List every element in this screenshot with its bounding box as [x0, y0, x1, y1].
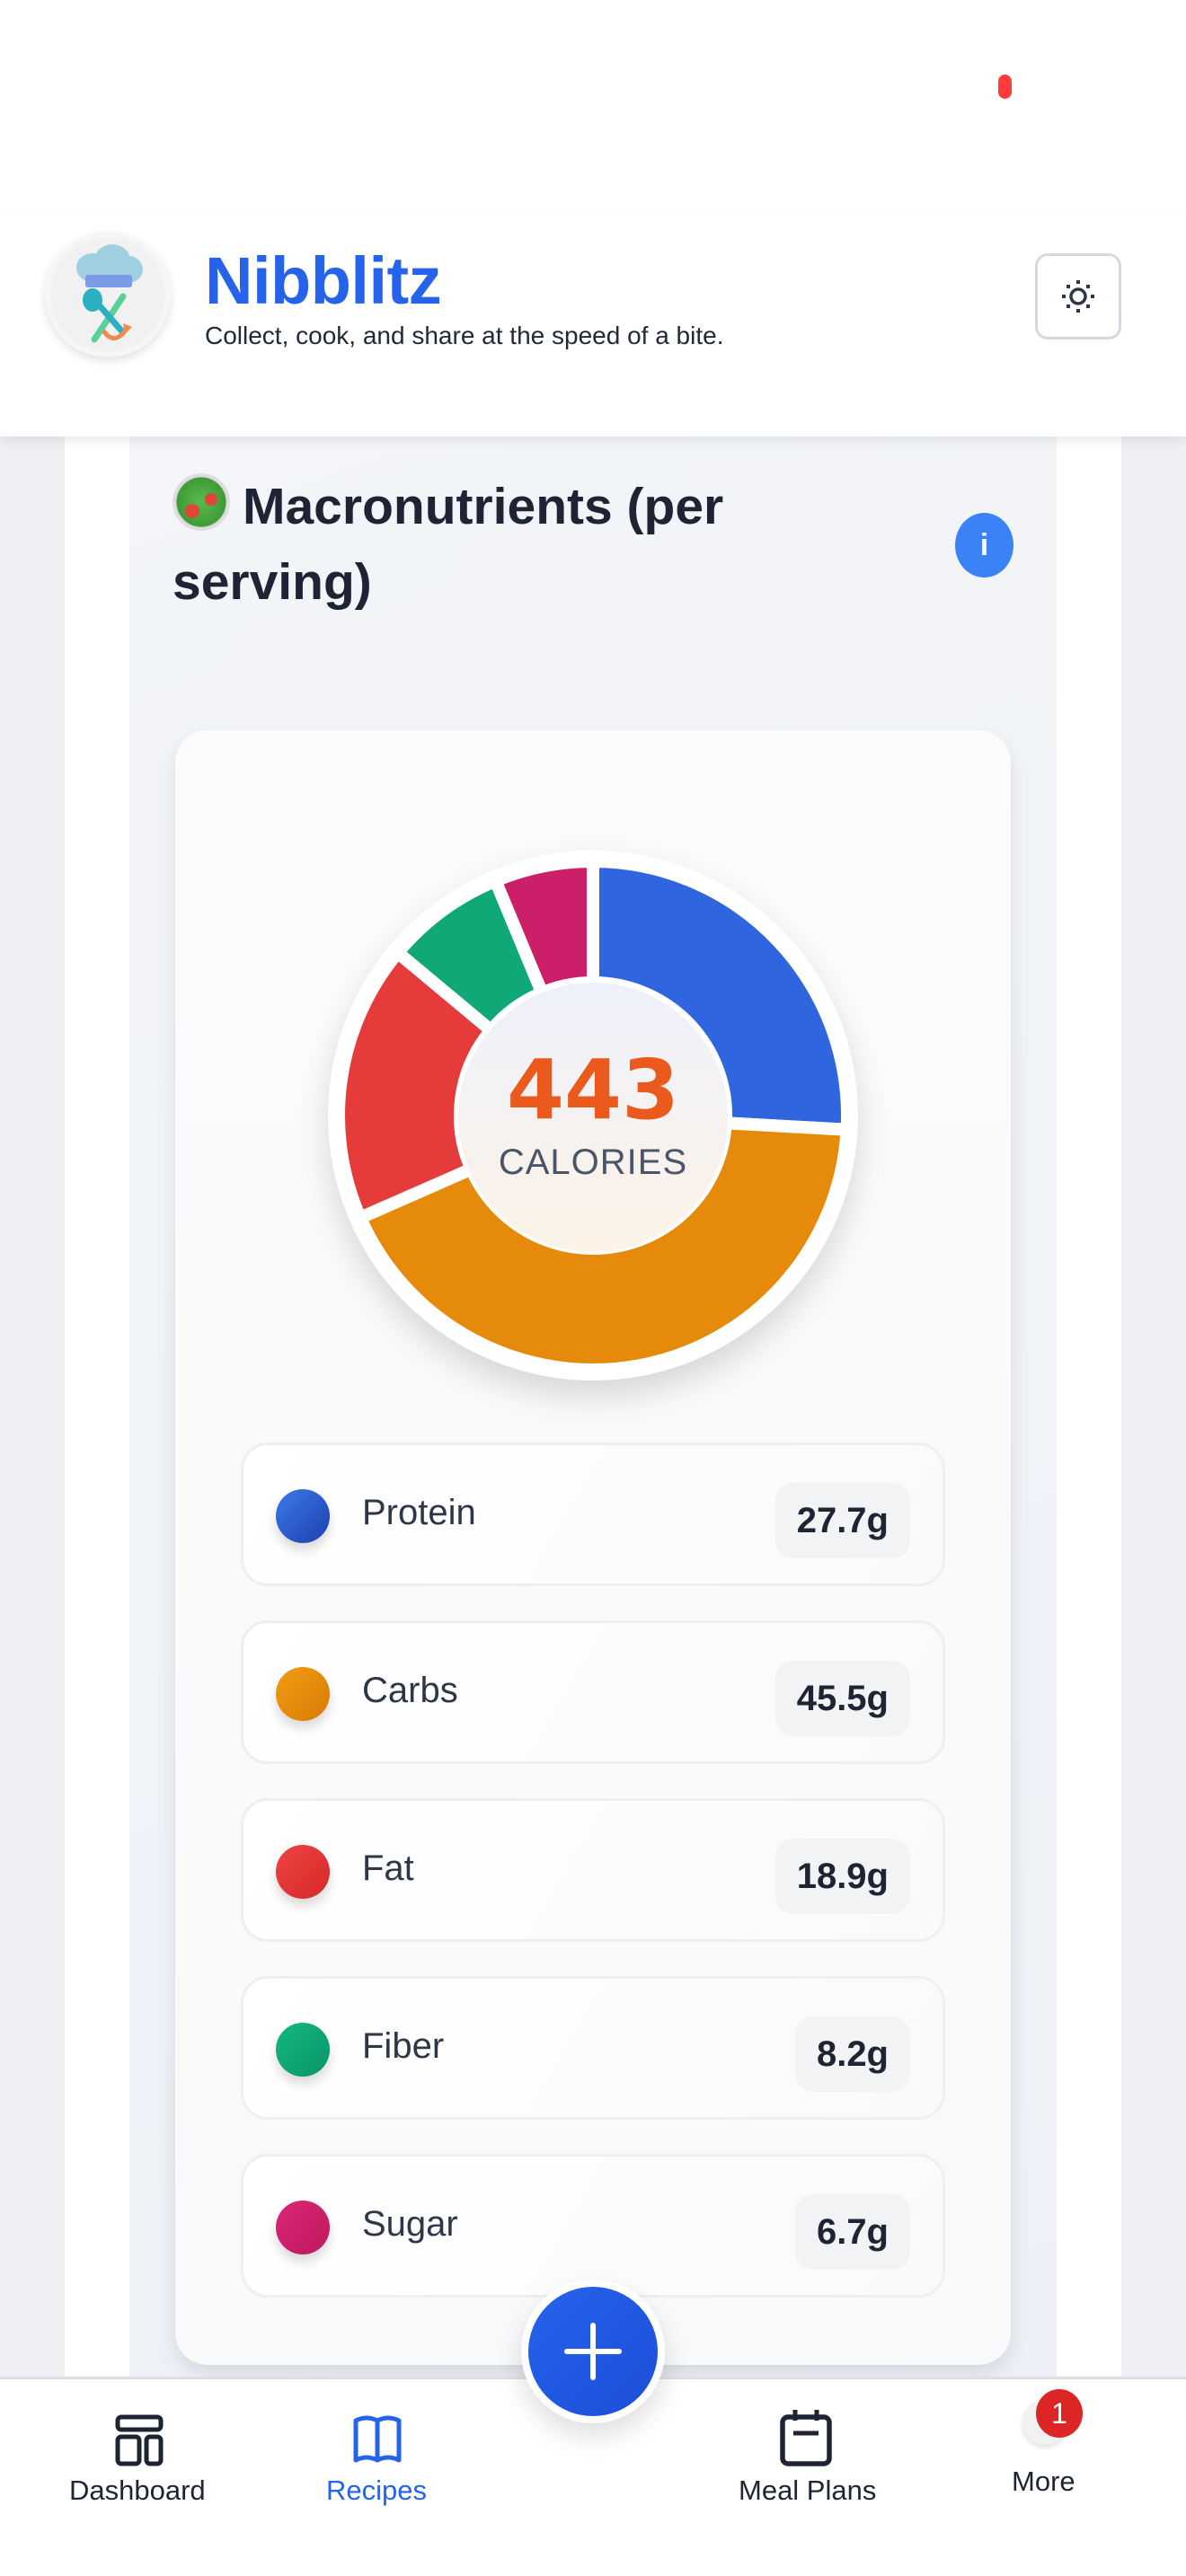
legend-row-sugar: Sugar 6.7g [241, 2154, 945, 2298]
nav-label: Dashboard [69, 2475, 206, 2506]
app-tagline: Collect, cook, and share at the speed of… [205, 322, 724, 349]
nav-label: Meal Plans [739, 2475, 877, 2506]
nav-item-dashboard[interactable]: Dashboard [36, 2379, 243, 2559]
status-bar-area [0, 0, 1186, 216]
sun-icon [1062, 280, 1094, 313]
legend-label: Carbs [362, 1671, 458, 1710]
legend-row-fiber: Fiber 8.2g [241, 1976, 945, 2120]
nav-label: Recipes [326, 2475, 427, 2506]
calendar-icon [780, 2410, 832, 2466]
legend-value: 18.9g [774, 1839, 910, 1914]
calories-label: CALORIES [498, 1142, 688, 1182]
fat-color-dot [276, 1845, 330, 1899]
legend-label: Sugar [362, 2204, 458, 2244]
nav-label: More [1012, 2466, 1075, 2497]
recording-indicator-icon [998, 75, 1012, 99]
fiber-color-dot [276, 2023, 330, 2077]
section-title: Macronutrients (per serving) [173, 469, 909, 620]
legend-row-fat: Fat 18.9g [241, 1798, 945, 1942]
legend-value: 6.7g [794, 2194, 910, 2270]
legend-row-carbs: Carbs 45.5g [241, 1620, 945, 1764]
book-icon [353, 2415, 402, 2463]
legend-value: 8.2g [794, 2016, 910, 2092]
legend-label: Fiber [362, 2026, 445, 2066]
theme-toggle-button[interactable] [1035, 253, 1121, 340]
legend-value: 27.7g [774, 1483, 910, 1558]
legend-label: Fat [362, 1848, 414, 1888]
calories-center: 443 CALORIES [458, 983, 728, 1252]
nav-item-more[interactable]: More [988, 2379, 1105, 2559]
info-button[interactable]: i [955, 513, 1013, 578]
legend-label: Protein [362, 1493, 476, 1532]
sugar-color-dot [276, 2201, 330, 2254]
salad-icon [173, 473, 230, 531]
add-recipe-button[interactable] [521, 2280, 665, 2423]
nav-item-recipes[interactable]: Recipes [288, 2379, 467, 2559]
app-header: Nibblitz Collect, cook, and share at the… [0, 216, 1186, 437]
nav-item-meal-plans[interactable]: Meal Plans [719, 2379, 898, 2559]
donut-chart-svg [332, 854, 854, 1376]
plus-icon [528, 2287, 658, 2416]
protein-color-dot [276, 1489, 330, 1543]
carbs-color-dot [276, 1667, 330, 1721]
dashboard-icon [115, 2414, 164, 2466]
app-logo-icon[interactable] [45, 232, 171, 357]
notification-badge: 1 [1036, 2389, 1083, 2438]
legend-value: 45.5g [774, 1661, 910, 1736]
calories-value: 443 [506, 1042, 680, 1138]
legend-row-protein: Protein 27.7g [241, 1442, 945, 1586]
app-title: Nibblitz [205, 243, 442, 318]
